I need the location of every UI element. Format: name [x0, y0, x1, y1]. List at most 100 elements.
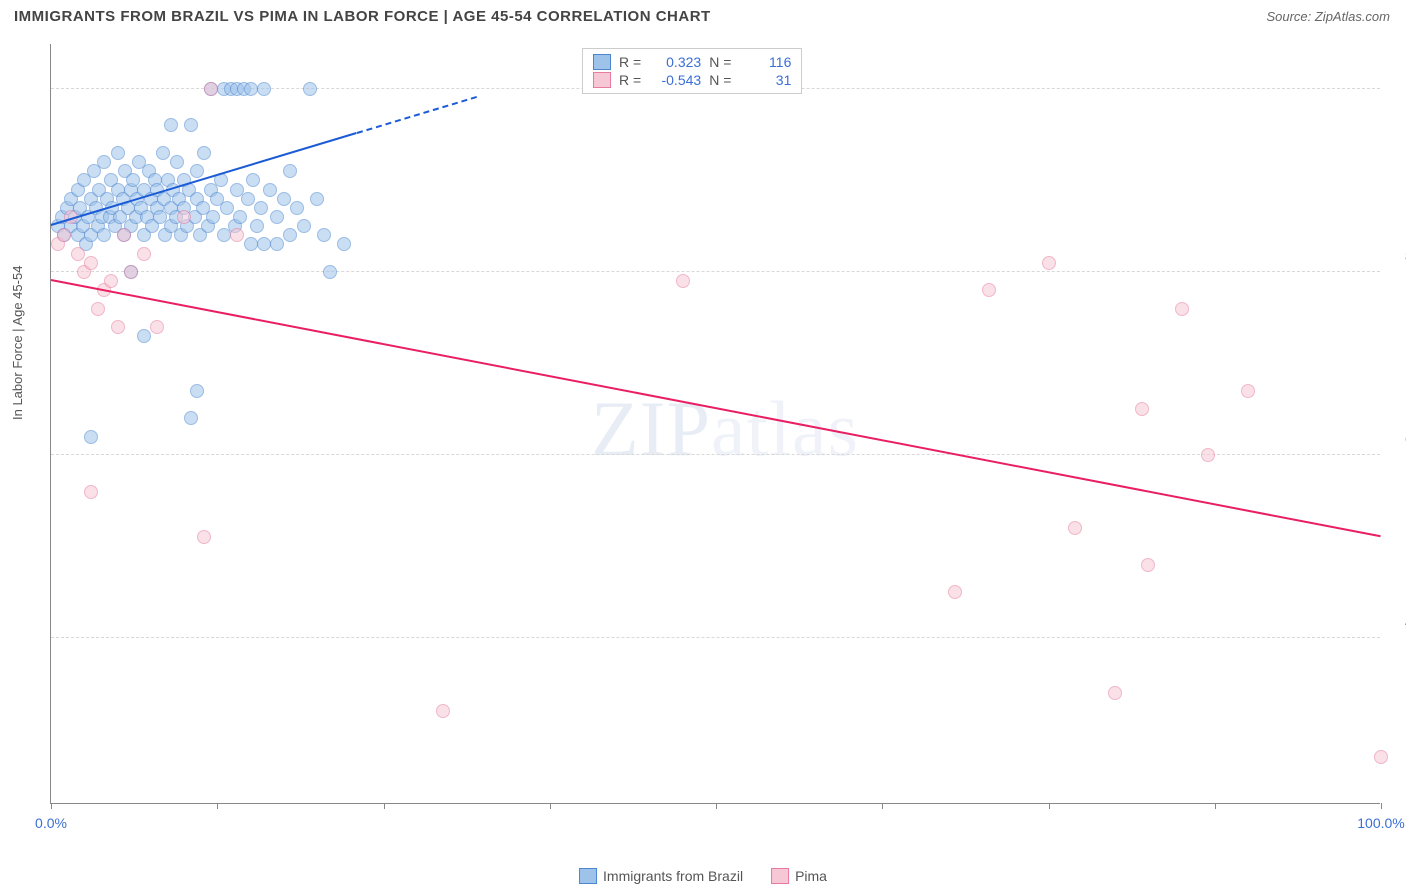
data-point	[197, 530, 211, 544]
source-label: Source:	[1266, 9, 1314, 24]
gridline	[51, 271, 1380, 272]
data-point	[84, 430, 98, 444]
data-point	[84, 485, 98, 499]
data-point	[1135, 402, 1149, 416]
ytick-label: 40.0%	[1385, 614, 1406, 630]
data-point	[283, 228, 297, 242]
stats-legend: R = 0.323 N = 116 R = -0.543 N = 31	[582, 48, 802, 94]
n-value: 116	[739, 54, 791, 70]
data-point	[124, 265, 138, 279]
data-point	[177, 210, 191, 224]
data-point	[91, 302, 105, 316]
stats-row: R = 0.323 N = 116	[593, 53, 791, 71]
data-point	[57, 228, 71, 242]
data-point	[1108, 686, 1122, 700]
y-axis-label: In Labor Force | Age 45-54	[10, 266, 25, 420]
xtick	[1049, 803, 1050, 809]
legend-item-brazil: Immigrants from Brazil	[579, 868, 743, 884]
ytick-label: 80.0%	[1385, 248, 1406, 264]
ytick-label: 60.0%	[1385, 431, 1406, 447]
data-point	[1042, 256, 1056, 270]
trend-line	[357, 96, 477, 134]
data-point	[283, 164, 297, 178]
chart-title: IMMIGRANTS FROM BRAZIL VS PIMA IN LABOR …	[14, 8, 711, 25]
data-point	[1374, 750, 1388, 764]
legend-label-brazil: Immigrants from Brazil	[603, 868, 743, 884]
xtick	[716, 803, 717, 809]
source: Source: ZipAtlas.com	[1266, 9, 1390, 24]
xtick-label: 0.0%	[35, 815, 67, 831]
data-point	[303, 82, 317, 96]
r-label: R =	[619, 72, 641, 88]
data-point	[206, 210, 220, 224]
xtick	[882, 803, 883, 809]
data-point	[137, 247, 151, 261]
legend-swatch	[593, 54, 611, 70]
r-value: 0.323	[649, 54, 701, 70]
data-point	[310, 192, 324, 206]
data-point	[111, 320, 125, 334]
chart-plot-area: ZIPatlas 40.0%60.0%80.0%100.0%0.0%100.0%	[50, 44, 1380, 804]
n-value: 31	[739, 72, 791, 88]
data-point	[1141, 558, 1155, 572]
data-point	[164, 118, 178, 132]
legend-bottom: Immigrants from Brazil Pima	[579, 868, 827, 884]
r-label: R =	[619, 54, 641, 70]
data-point	[676, 274, 690, 288]
xtick	[1215, 803, 1216, 809]
data-point	[257, 82, 271, 96]
data-point	[244, 82, 258, 96]
data-point	[436, 704, 450, 718]
data-point	[244, 237, 258, 251]
r-value: -0.543	[649, 72, 701, 88]
data-point	[71, 247, 85, 261]
data-point	[156, 146, 170, 160]
data-point	[117, 228, 131, 242]
data-point	[246, 173, 260, 187]
gridline	[51, 454, 1380, 455]
data-point	[1175, 302, 1189, 316]
ytick-label: 100.0%	[1385, 65, 1406, 81]
data-point	[270, 237, 284, 251]
n-label: N =	[709, 72, 731, 88]
xtick	[217, 803, 218, 809]
data-point	[257, 237, 271, 251]
xtick	[51, 803, 52, 809]
data-point	[948, 585, 962, 599]
data-point	[204, 82, 218, 96]
stats-row: R = -0.543 N = 31	[593, 71, 791, 89]
data-point	[150, 320, 164, 334]
data-point	[197, 146, 211, 160]
data-point	[137, 329, 151, 343]
data-point	[290, 201, 304, 215]
data-point	[111, 146, 125, 160]
legend-label-pima: Pima	[795, 868, 827, 884]
data-point	[250, 219, 264, 233]
data-point	[982, 283, 996, 297]
data-point	[1241, 384, 1255, 398]
data-point	[1068, 521, 1082, 535]
data-point	[277, 192, 291, 206]
data-point	[270, 210, 284, 224]
data-point	[233, 210, 247, 224]
n-label: N =	[709, 54, 731, 70]
xtick	[1381, 803, 1382, 809]
data-point	[184, 411, 198, 425]
data-point	[190, 384, 204, 398]
data-point	[323, 265, 337, 279]
data-point	[170, 155, 184, 169]
legend-swatch-brazil	[579, 868, 597, 884]
data-point	[84, 256, 98, 270]
data-point	[1201, 448, 1215, 462]
data-point	[297, 219, 311, 233]
xtick	[550, 803, 551, 809]
data-point	[230, 228, 244, 242]
legend-swatch	[593, 72, 611, 88]
data-point	[317, 228, 331, 242]
trend-line	[51, 279, 1381, 537]
legend-swatch-pima	[771, 868, 789, 884]
data-point	[104, 274, 118, 288]
data-point	[220, 201, 234, 215]
xtick-label: 100.0%	[1357, 815, 1404, 831]
legend-item-pima: Pima	[771, 868, 827, 884]
